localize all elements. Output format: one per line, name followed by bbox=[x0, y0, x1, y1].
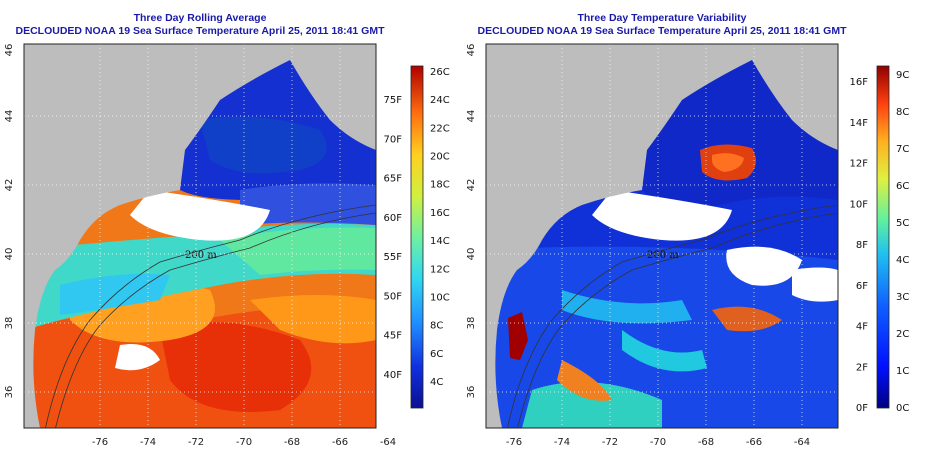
lon-tick: -64 bbox=[794, 437, 810, 448]
lat-tick: 46 bbox=[4, 44, 15, 57]
colorbar-label: 16C bbox=[430, 208, 450, 219]
colorbar-label: 40F bbox=[384, 370, 403, 381]
lon-tick: -74 bbox=[554, 437, 570, 448]
colorbar-label: 12F bbox=[850, 159, 869, 170]
lat-tick: 40 bbox=[4, 248, 15, 261]
latitude-axis: 36 38 40 42 44 46 bbox=[4, 44, 15, 399]
sst-variability-panel: Three Day Temperature Variability DECLOU… bbox=[462, 0, 937, 475]
colorbar-label: 10C bbox=[430, 292, 450, 303]
lon-tick: -74 bbox=[140, 437, 156, 448]
longitude-axis: -76 -74 -72 -70 -68 -66 -64 bbox=[92, 437, 396, 448]
lon-tick: -68 bbox=[284, 437, 300, 448]
colorbar-label: 50F bbox=[384, 291, 403, 302]
colorbar-label: 60F bbox=[384, 213, 403, 224]
colorbar-label: 4F bbox=[856, 322, 868, 333]
lon-tick: -72 bbox=[188, 437, 204, 448]
colorbar-label: 14C bbox=[430, 236, 450, 247]
colorbar-label: 70F bbox=[384, 134, 403, 145]
colorbar-label: 2F bbox=[856, 362, 868, 373]
lat-tick: 42 bbox=[4, 179, 15, 192]
colorbar-label: 45F bbox=[384, 331, 403, 342]
colorbar-label: 14F bbox=[850, 118, 869, 129]
lon-tick: -66 bbox=[332, 437, 348, 448]
lon-tick: -76 bbox=[92, 437, 108, 448]
lat-tick: 44 bbox=[4, 110, 15, 123]
lon-tick: -70 bbox=[650, 437, 666, 448]
colorbar-label: 12C bbox=[430, 264, 450, 275]
colorbar-label: 2C bbox=[896, 329, 909, 340]
colorbar-label: 1C bbox=[896, 366, 909, 377]
colorbar-label: 4C bbox=[430, 377, 443, 388]
colorbar-label: 75F bbox=[384, 95, 403, 106]
lon-tick: -64 bbox=[380, 437, 396, 448]
contour-label: 200 m bbox=[647, 250, 679, 261]
panel-subtitle: DECLOUDED NOAA 19 Sea Surface Temperatur… bbox=[15, 25, 385, 37]
colorbar-label: 6F bbox=[856, 281, 868, 292]
lon-tick: -76 bbox=[506, 437, 522, 448]
colorbar-label: 55F bbox=[384, 252, 403, 263]
sst-variability-map: 200 m -76 -74 -72 -70 -68 -66 bbox=[466, 43, 909, 448]
colorbar-label: 7C bbox=[896, 144, 909, 155]
lat-tick: 46 bbox=[466, 44, 477, 57]
latitude-axis: 36 38 40 42 44 46 bbox=[466, 44, 477, 399]
lat-tick: 42 bbox=[466, 179, 477, 192]
lon-tick: -66 bbox=[746, 437, 762, 448]
colorbar-label: 26C bbox=[430, 67, 450, 78]
colorbar-label: 10F bbox=[850, 199, 869, 210]
colorbar-label: 6C bbox=[430, 349, 443, 360]
contour-label: 200 m bbox=[185, 250, 217, 261]
colorbar-label: 20C bbox=[430, 152, 450, 163]
panel-title: Three Day Temperature Variability bbox=[577, 12, 747, 24]
lat-tick: 38 bbox=[466, 317, 477, 330]
panel-title: Three Day Rolling Average bbox=[133, 12, 267, 24]
lat-tick: 40 bbox=[466, 248, 477, 261]
lon-tick: -68 bbox=[698, 437, 714, 448]
colorbar-label: 0C bbox=[896, 403, 909, 414]
sst-average-panel: Three Day Rolling Average DECLOUDED NOAA… bbox=[4, 12, 450, 448]
colorbar-label: 8C bbox=[430, 321, 443, 332]
colorbar-label: 4C bbox=[896, 255, 909, 266]
lat-tick: 36 bbox=[4, 386, 15, 399]
variability-colorbar: 9C 8C 7C 6C 5C 4C 3C 2C 1C 0C 16F 14F 12F 10F 8F 6F 4F 2… bbox=[850, 65, 909, 414]
colorbar-label: 9C bbox=[896, 70, 909, 81]
colorbar-label: 3C bbox=[896, 292, 909, 303]
colorbar-label: 18C bbox=[430, 180, 450, 191]
lat-tick: 44 bbox=[466, 110, 477, 123]
temperature-colorbar: 26C 24C 22C 20C 18C 16C 14C 12C 10C 8C 6C 4C 75F 70F… bbox=[384, 65, 450, 409]
colorbar-label: 8F bbox=[856, 240, 868, 251]
lat-tick: 38 bbox=[4, 317, 15, 330]
colorbar-label: 5C bbox=[896, 218, 909, 229]
colorbar-label: 6C bbox=[896, 181, 909, 192]
colorbar-label: 22C bbox=[430, 123, 450, 134]
panel-subtitle: DECLOUDED NOAA 19 Sea Surface Temperatur… bbox=[477, 25, 847, 37]
sst-average-map: 200 m -76 -74 -72 -70 -68 bbox=[4, 43, 450, 448]
colorbar-label: 24C bbox=[430, 95, 450, 106]
colorbar-label: 16F bbox=[850, 77, 869, 88]
colorbar-label: 8C bbox=[896, 107, 909, 118]
lon-tick: -70 bbox=[236, 437, 252, 448]
colorbar-label: 0F bbox=[856, 403, 868, 414]
lat-tick: 36 bbox=[466, 386, 477, 399]
lon-tick: -72 bbox=[602, 437, 618, 448]
colorbar-label: 65F bbox=[384, 174, 403, 185]
longitude-axis: -76 -74 -72 -70 -68 -66 -64 bbox=[506, 437, 810, 448]
